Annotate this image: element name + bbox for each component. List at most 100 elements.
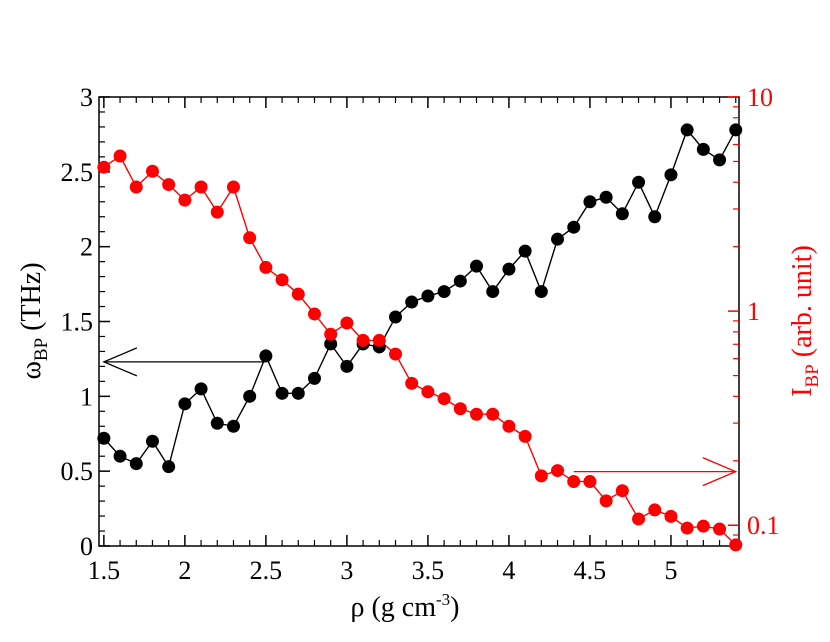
series-right-point [113, 149, 127, 163]
series-left-point [129, 457, 143, 471]
series-right-point [680, 521, 694, 535]
series-left-point [551, 232, 565, 246]
x-tick-label: 5 [664, 556, 677, 585]
y-axis-left-title: ωBP (THz) [16, 262, 52, 379]
series-left-point [729, 123, 743, 137]
y-left-tick-label: 2.5 [61, 158, 94, 187]
series-right-point [470, 407, 484, 421]
series-right-point [162, 178, 176, 192]
series-left-line [103, 128, 737, 469]
series-right-point [356, 333, 370, 347]
series-left-point [226, 419, 240, 433]
series-left-point [162, 460, 176, 474]
y-left-tick-label: 0 [80, 532, 93, 561]
series-right-point [129, 180, 143, 194]
y-axis-right-title: IBP (arb. unit) [787, 245, 823, 397]
y-left-tick-label: 1.5 [61, 308, 94, 337]
series-right-point [226, 180, 240, 194]
x-tick-label: 2 [178, 556, 191, 585]
x-axis-title: ρ (g cm-3) [350, 590, 459, 623]
series-left-point [567, 220, 581, 234]
arrow-right-axis-head [702, 457, 738, 487]
x-tick-label: 4.5 [574, 556, 607, 585]
series-left-point [389, 310, 403, 324]
series-right-point [713, 522, 727, 536]
series-right-point [664, 509, 678, 523]
series-left-point [210, 416, 224, 430]
arrow-left-axis-head [102, 347, 138, 377]
series-right-point [145, 164, 159, 178]
y-right-tick-label: 10 [747, 83, 773, 112]
series-left-point [470, 259, 484, 273]
x-tick-label: 1.5 [88, 556, 121, 585]
series-left-point [518, 244, 532, 258]
x-tick-label: 3 [340, 556, 353, 585]
series-left-point [324, 337, 338, 351]
x-tick-label: 4 [502, 556, 515, 585]
series-right-point [583, 475, 597, 489]
series-right-point [696, 519, 710, 533]
series-right-point [405, 376, 419, 390]
series-left-point [145, 434, 159, 448]
series-left-point [680, 123, 694, 137]
series-right-point [518, 429, 532, 443]
series-right-point [502, 419, 516, 433]
series-right-point [210, 205, 224, 219]
series-right-point [178, 193, 192, 207]
series-left-point [421, 289, 435, 303]
series-right-point [615, 484, 629, 498]
series-right-point [194, 180, 208, 194]
y-left-tick-label: 0.5 [61, 457, 94, 486]
series-left-point [453, 274, 467, 288]
series-left-point [437, 285, 451, 299]
series-left-point [599, 190, 613, 204]
series-left-point [486, 285, 500, 299]
series-right-point [340, 316, 354, 330]
series-right-point [307, 307, 321, 321]
series-left-point [632, 175, 646, 189]
series-left-point [194, 382, 208, 396]
series-right-point [648, 503, 662, 517]
x-tick-label: 2.5 [250, 556, 283, 585]
series-left-point [696, 142, 710, 156]
series-right-point [389, 347, 403, 361]
series-right-point [551, 464, 565, 478]
series-right-point [729, 538, 743, 552]
series-right-point [275, 273, 289, 287]
series-left-point [178, 397, 192, 411]
series-right-point [324, 327, 338, 341]
series-left-point [502, 262, 516, 276]
series-right-line [103, 155, 737, 546]
series-right-point [567, 475, 581, 489]
series-left-point [113, 449, 127, 463]
series-left-point [307, 371, 321, 385]
series-right-point [453, 402, 467, 416]
plot-frame [98, 96, 740, 547]
series-right-point [97, 160, 111, 174]
y-left-tick-label: 1 [80, 382, 93, 411]
series-left-point [583, 195, 597, 209]
series-right-point [243, 231, 257, 245]
series-right-point [291, 287, 305, 301]
series-left-point [648, 210, 662, 224]
series-left-point [615, 207, 629, 221]
series-left-point [534, 285, 548, 299]
x-tick-label: 3.5 [412, 556, 445, 585]
series-left-point [243, 389, 257, 403]
series-left-point [97, 431, 111, 445]
series-right-point [259, 260, 273, 274]
series-left-point [340, 359, 354, 373]
series-left-point [259, 349, 273, 363]
series-left-point [405, 295, 419, 309]
series-right-point [486, 407, 500, 421]
series-left-point [291, 386, 305, 400]
series-left-point [275, 386, 289, 400]
y-right-tick-label: 1 [747, 297, 760, 326]
y-left-tick-label: 3 [80, 83, 93, 112]
series-left-point [664, 168, 678, 182]
series-right-point [632, 512, 646, 526]
series-right-point [372, 333, 386, 347]
y-left-tick-label: 2 [80, 233, 93, 262]
series-right-point [421, 385, 435, 399]
